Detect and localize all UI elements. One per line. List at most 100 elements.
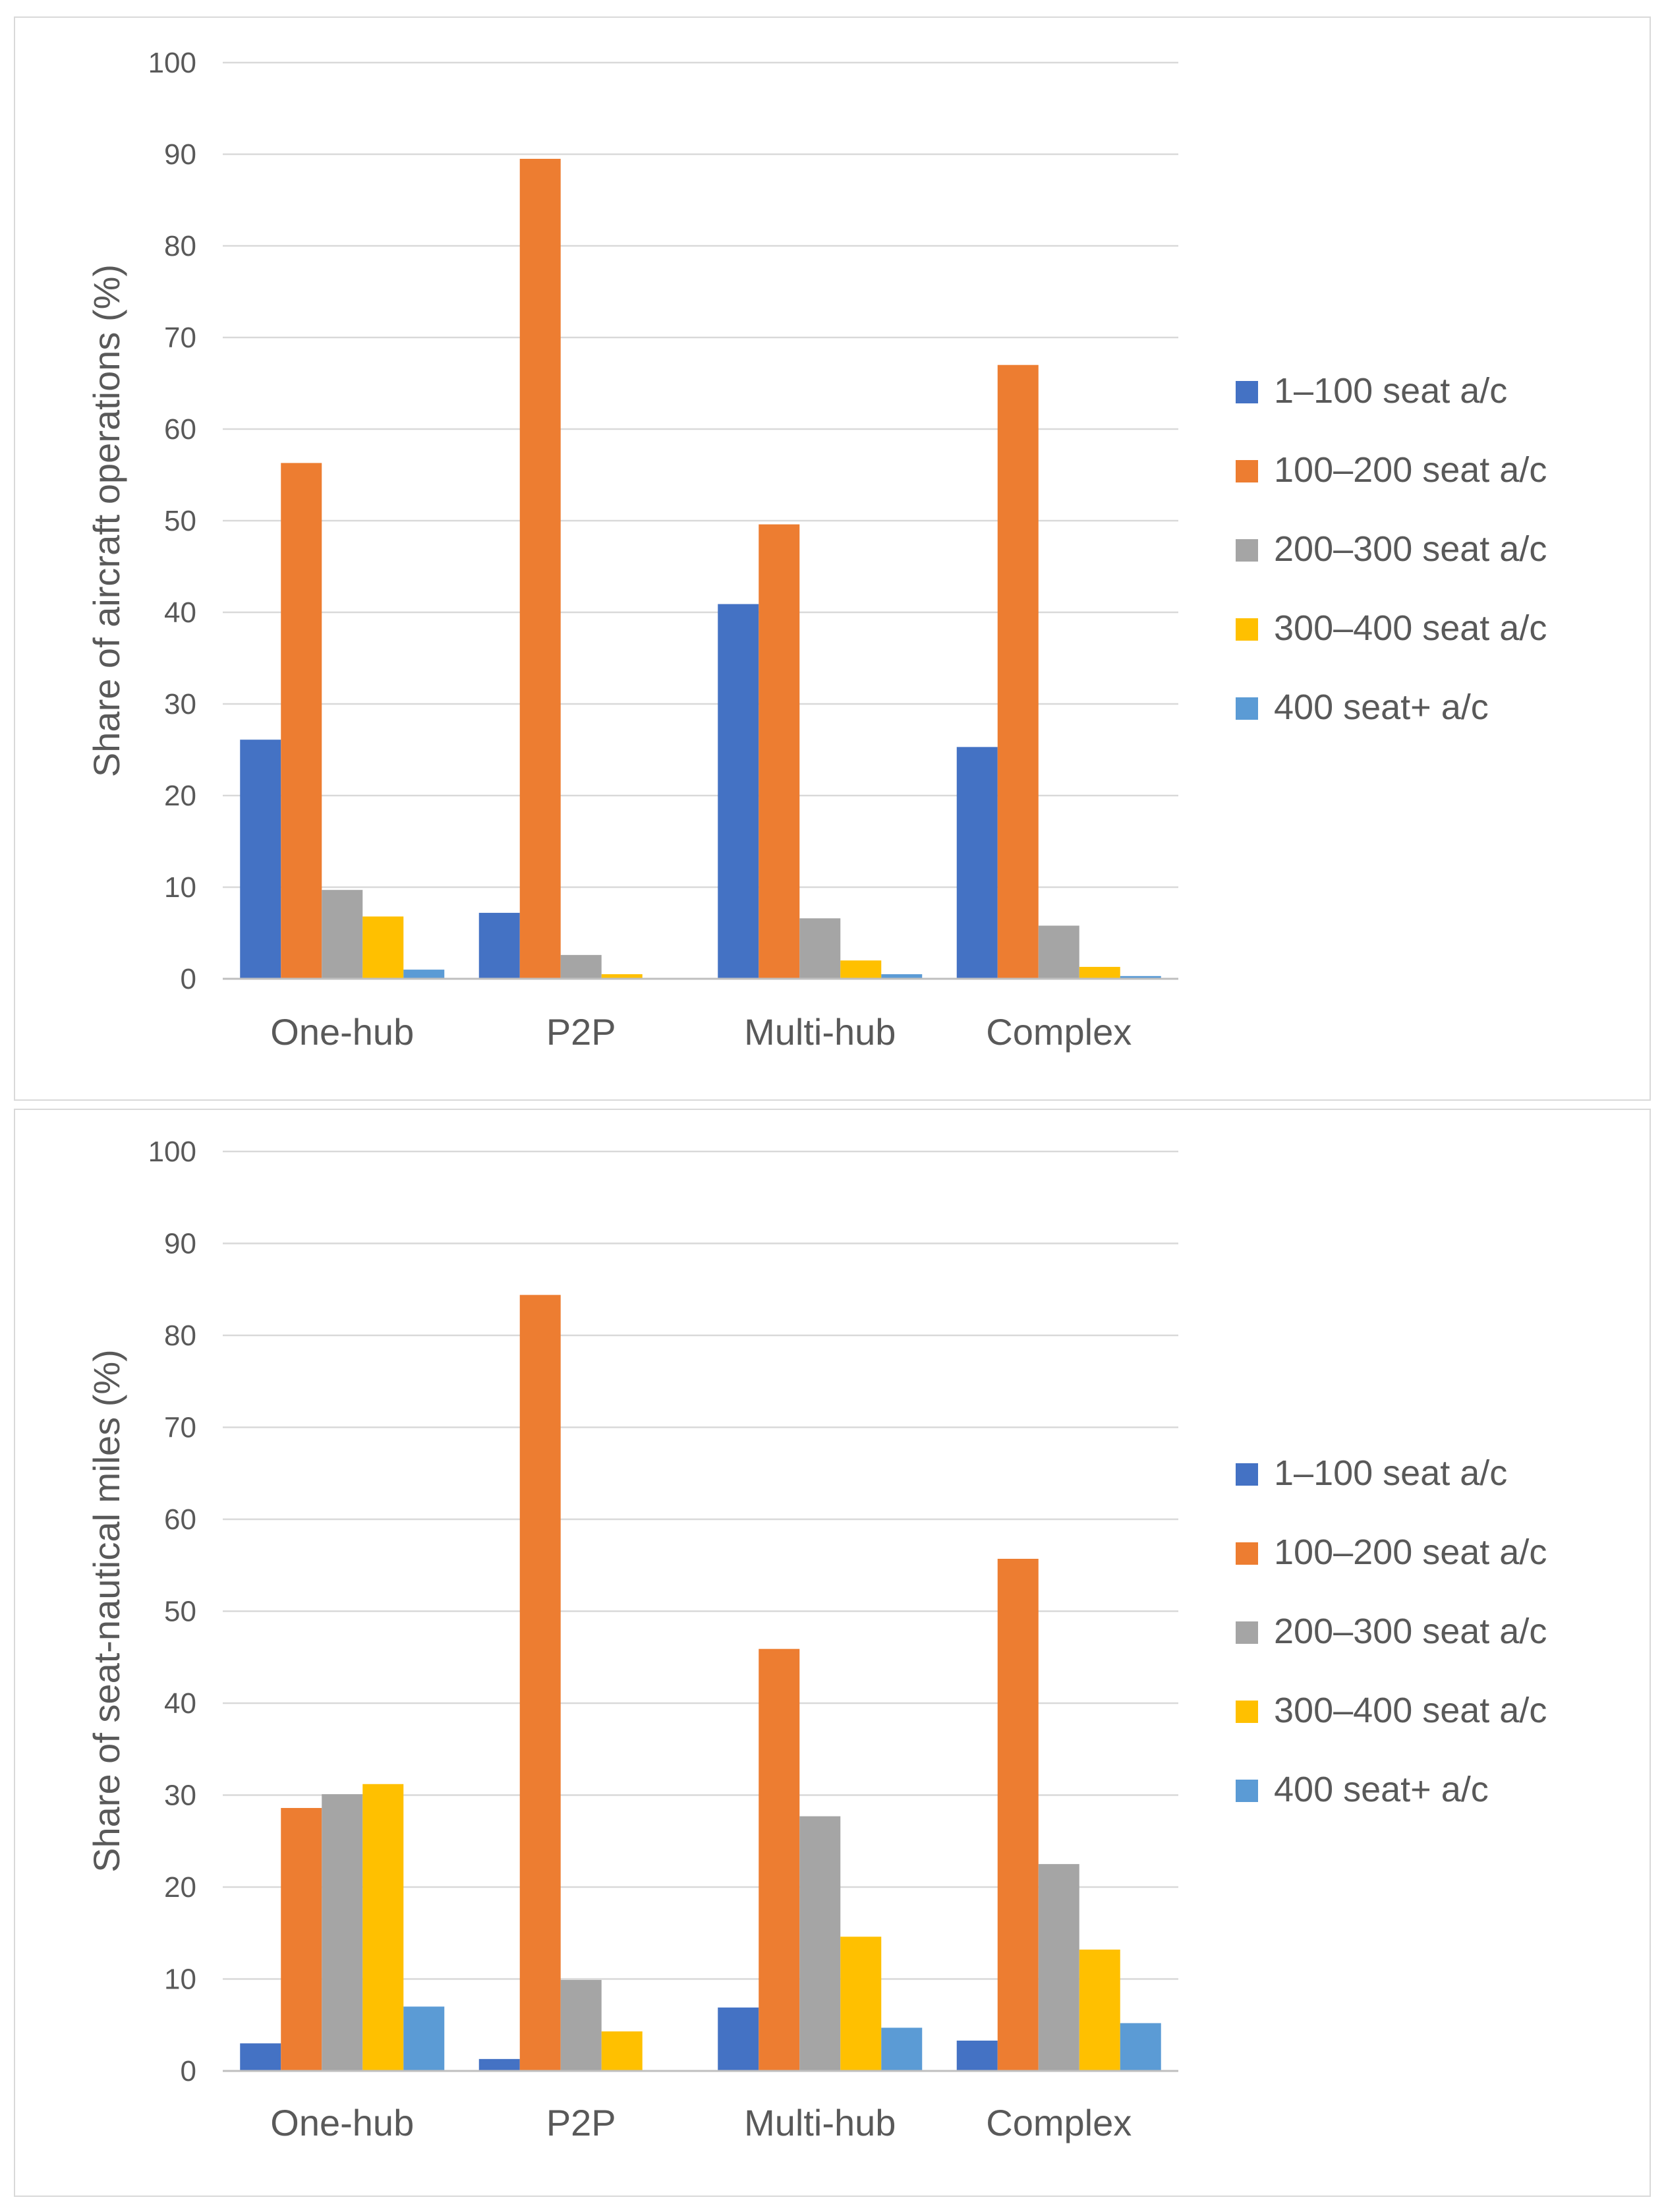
legend-item-200-300-seat-a-c: 200–300 seat a/c [1236, 529, 1547, 569]
bar-p2p-300-400-seat-a-c [601, 974, 643, 979]
y-tick-label-10: 10 [164, 871, 196, 904]
bar-one-hub-300-400-seat-a-c [362, 916, 404, 979]
bar-multi-hub-300-400-seat-a-c [840, 960, 882, 979]
bar-p2p-100-200-seat-a-c [519, 1295, 561, 2071]
bar-p2p-100-200-seat-a-c [519, 158, 561, 979]
x-tick-label-multi-hub: Multi-hub [744, 2102, 896, 2143]
chart-aircraft-operations: 0 10 20 30 40 50 60 70 80 90 100 One-hub P2P Multi-hu… [86, 47, 1547, 1053]
bar-one-hub-100-200-seat-a-c [281, 1808, 322, 2071]
y-tick-label-0: 0 [181, 2055, 196, 2087]
bar-multi-hub-300-400-seat-a-c [840, 1936, 882, 2071]
chart-panel-seat-nautical-miles: 0 10 20 30 40 50 60 70 80 90 100 One-hub P2P Multi-hu… [14, 1109, 1651, 2197]
bar-multi-hub-200-300-seat-a-c [799, 1816, 841, 2071]
bar-complex-100-200-seat-a-c [997, 364, 1039, 979]
bar-one-hub-100-200-seat-a-c [281, 463, 322, 979]
bar-complex-300-400-seat-a-c [1079, 1949, 1120, 2071]
legend-item-400-seat-a-c: 400 seat+ a/c [1236, 1770, 1489, 1809]
y-tick-label-60: 60 [164, 413, 196, 446]
legend-label-400-seat-a-c: 400 seat+ a/c [1274, 1770, 1489, 1809]
legend-swatch-400-seat-a-c [1236, 1780, 1258, 1802]
y-tick-label-70: 70 [164, 1412, 196, 1444]
y-tick-label-60: 60 [164, 1503, 196, 1536]
legend-swatch-1-100-seat-a-c [1236, 1463, 1258, 1486]
bar-p2p-200-300-seat-a-c [560, 954, 602, 979]
y-tick-label-20: 20 [164, 780, 196, 812]
legend-swatch-100-200-seat-a-c [1236, 1542, 1258, 1565]
legend-item-300-400-seat-a-c: 300–400 seat a/c [1236, 1691, 1547, 1730]
legend-item-1-100-seat-a-c: 1–100 seat a/c [1236, 1453, 1507, 1493]
bar-p2p-1-100-seat-a-c [478, 2058, 520, 2071]
bar-multi-hub-400-seat-a-c [881, 2027, 923, 2071]
legend-swatch-400-seat-a-c [1236, 697, 1258, 720]
x-tick-label-complex: Complex [986, 2102, 1132, 2143]
y-tick-label-100: 100 [148, 1136, 196, 1168]
legend-item-300-400-seat-a-c: 300–400 seat a/c [1236, 608, 1547, 648]
bar-complex-1-100-seat-a-c [956, 747, 998, 979]
chart-seat-nautical-miles: 0 10 20 30 40 50 60 70 80 90 100 One-hub P2P Multi-hu… [86, 1136, 1547, 2143]
y-tick-label-30: 30 [164, 688, 196, 720]
bar-complex-400-seat-a-c [1120, 975, 1161, 979]
bar-complex-400-seat-a-c [1120, 2023, 1161, 2071]
x-tick-label-one-hub: One-hub [270, 1011, 414, 1053]
bar-one-hub-1-100-seat-a-c [240, 740, 281, 979]
legend-label-1-100-seat-a-c: 1–100 seat a/c [1274, 1453, 1507, 1493]
y-tick-label-50: 50 [164, 505, 196, 537]
legend-item-200-300-seat-a-c: 200–300 seat a/c [1236, 1612, 1547, 1651]
legend-label-400-seat-a-c: 400 seat+ a/c [1274, 687, 1489, 727]
legend-swatch-100-200-seat-a-c [1236, 460, 1258, 482]
y-tick-label-0: 0 [181, 963, 196, 995]
x-tick-label-one-hub: One-hub [270, 2102, 414, 2143]
y-tick-label-20: 20 [164, 1871, 196, 1904]
legend-label-100-200-seat-a-c: 100–200 seat a/c [1274, 1532, 1547, 1572]
legend: 1–100 seat a/c 100–200 seat a/c 200–300 se… [1236, 371, 1547, 727]
bar-one-hub-1-100-seat-a-c [240, 2043, 281, 2071]
legend-label-300-400-seat-a-c: 300–400 seat a/c [1274, 1691, 1547, 1730]
legend-label-1-100-seat-a-c: 1–100 seat a/c [1274, 371, 1507, 411]
y-tick-label-40: 40 [164, 597, 196, 629]
bar-p2p-300-400-seat-a-c [601, 2031, 643, 2071]
bar-multi-hub-100-200-seat-a-c [759, 1648, 800, 2071]
bar-complex-1-100-seat-a-c [956, 2040, 998, 2071]
y-tick-label-80: 80 [164, 1320, 196, 1352]
bar-one-hub-300-400-seat-a-c [362, 1784, 404, 2071]
y-tick-label-80: 80 [164, 230, 196, 262]
x-tick-label-p2p: P2P [546, 2102, 616, 2143]
bar-one-hub-400-seat-a-c [403, 970, 445, 979]
legend-item-1-100-seat-a-c: 1–100 seat a/c [1236, 371, 1507, 411]
bar-complex-100-200-seat-a-c [997, 1558, 1039, 2071]
y-tick-label-90: 90 [164, 1228, 196, 1260]
legend-item-100-200-seat-a-c: 100–200 seat a/c [1236, 450, 1547, 490]
bar-complex-200-300-seat-a-c [1038, 925, 1079, 979]
legend-swatch-1-100-seat-a-c [1236, 381, 1258, 403]
bar-complex-300-400-seat-a-c [1079, 966, 1120, 979]
y-tick-label-50: 50 [164, 1596, 196, 1628]
bar-one-hub-400-seat-a-c [403, 2006, 445, 2071]
bar-p2p-200-300-seat-a-c [560, 1979, 602, 2071]
y-tick-label-10: 10 [164, 1964, 196, 1996]
x-tick-label-multi-hub: Multi-hub [744, 1011, 896, 1053]
bar-multi-hub-1-100-seat-a-c [718, 2007, 759, 2071]
legend-label-100-200-seat-a-c: 100–200 seat a/c [1274, 450, 1547, 490]
y-tick-label-40: 40 [164, 1687, 196, 1720]
legend-label-200-300-seat-a-c: 200–300 seat a/c [1274, 529, 1547, 569]
legend-item-100-200-seat-a-c: 100–200 seat a/c [1236, 1532, 1547, 1572]
legend-label-200-300-seat-a-c: 200–300 seat a/c [1274, 1612, 1547, 1651]
legend: 1–100 seat a/c 100–200 seat a/c 200–300 se… [1236, 1453, 1547, 1809]
legend-swatch-300-400-seat-a-c [1236, 618, 1258, 641]
legend-item-400-seat-a-c: 400 seat+ a/c [1236, 687, 1489, 727]
legend-swatch-300-400-seat-a-c [1236, 1701, 1258, 1723]
bar-complex-200-300-seat-a-c [1038, 1864, 1079, 2071]
x-tick-label-complex: Complex [986, 1011, 1132, 1053]
y-axis-title: Share of seat-nautical miles (%) [86, 1349, 127, 1873]
y-tick-label-90: 90 [164, 138, 196, 171]
bar-multi-hub-400-seat-a-c [881, 974, 923, 979]
legend-label-300-400-seat-a-c: 300–400 seat a/c [1274, 608, 1547, 648]
x-tick-label-p2p: P2P [546, 1011, 616, 1053]
y-axis-title: Share of aircraft operations (%) [86, 264, 127, 777]
bar-one-hub-200-300-seat-a-c [322, 890, 363, 979]
bar-p2p-1-100-seat-a-c [478, 912, 520, 979]
bar-multi-hub-200-300-seat-a-c [799, 918, 841, 979]
y-tick-label-100: 100 [148, 47, 196, 79]
bar-multi-hub-100-200-seat-a-c [759, 524, 800, 979]
chart-panel-aircraft-operations: 0 10 20 30 40 50 60 70 80 90 100 One-hub P2P Multi-hu… [14, 16, 1651, 1101]
